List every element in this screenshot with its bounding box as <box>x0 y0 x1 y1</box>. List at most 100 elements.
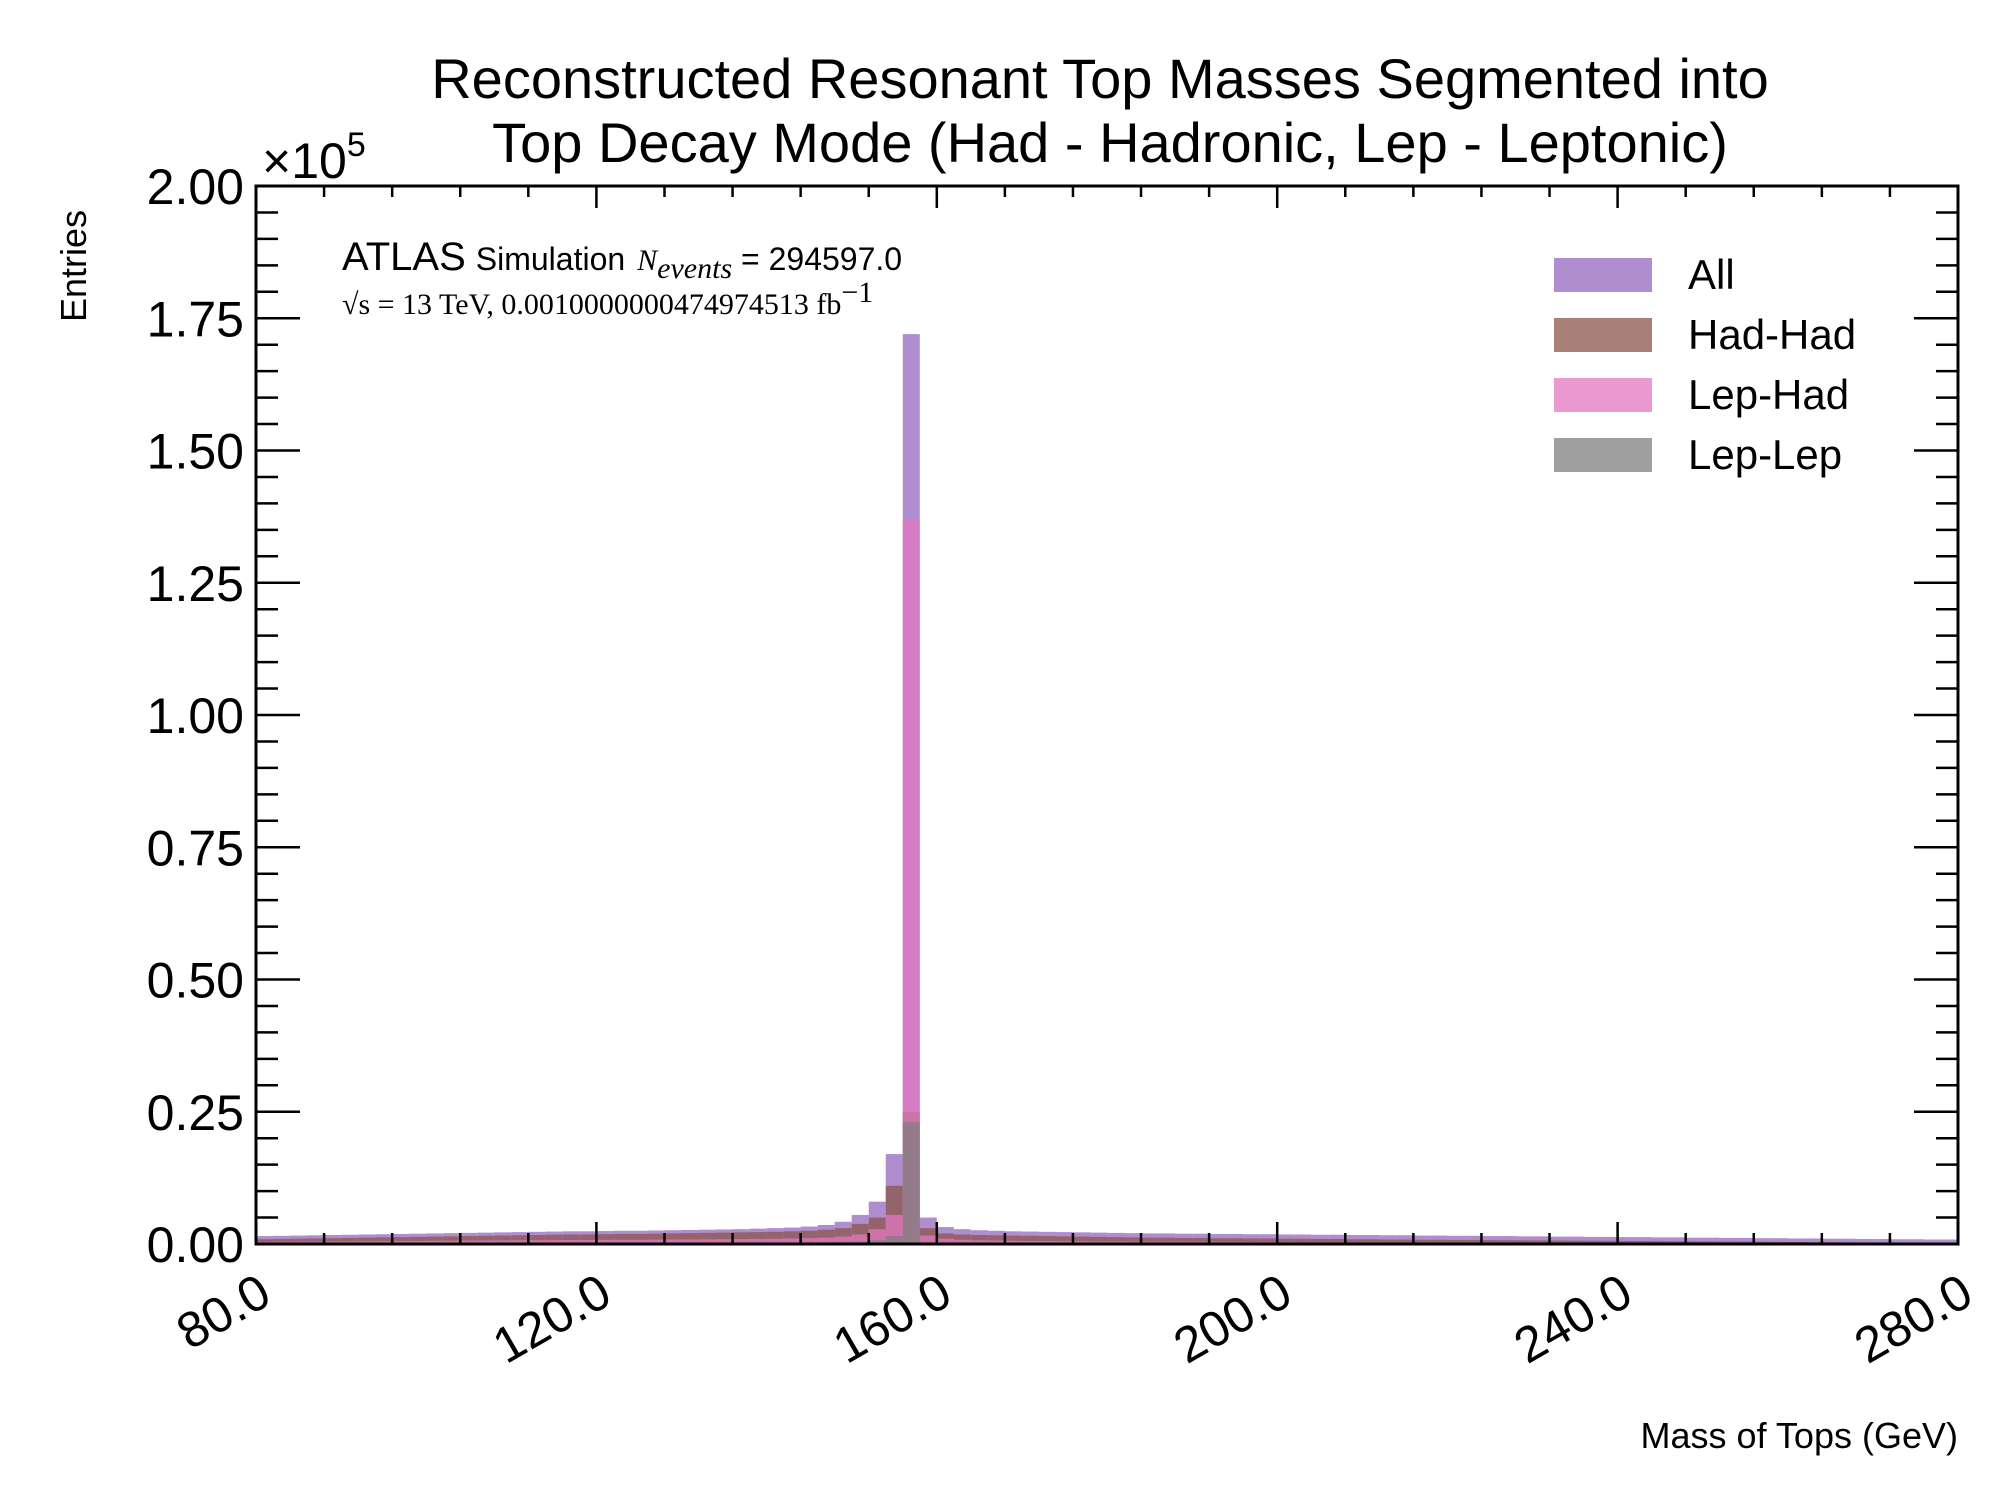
bar-had-had-29 <box>749 1232 767 1244</box>
bar-had-had-11 <box>443 1236 461 1244</box>
bar-lep-had-41 <box>953 1239 971 1244</box>
bar-had-had-72 <box>1481 1240 1499 1244</box>
bar-lep-had-27 <box>715 1239 733 1244</box>
bar-all-87 <box>1736 1237 1754 1244</box>
bar-lep-had-18 <box>562 1239 580 1244</box>
bar-had-had-53 <box>1158 1237 1176 1244</box>
bar-lep-lep-38 <box>902 1122 920 1244</box>
bar-lep-had-22 <box>630 1239 648 1244</box>
energy-label: √s = 13 TeV, 0.0010000000474974513 fb−1 <box>342 276 873 321</box>
bar-had-had-57 <box>1226 1238 1244 1244</box>
legend-label-all: All <box>1688 251 1735 298</box>
y-tick-label-1: 0.25 <box>147 1085 244 1141</box>
x-tick-label-0: 80.0 <box>167 1263 279 1360</box>
y-tick-label-6: 1.50 <box>147 424 244 480</box>
bar-had-had-75 <box>1532 1240 1550 1244</box>
bar-had-had-79 <box>1600 1240 1618 1244</box>
bar-all-80 <box>1617 1237 1635 1244</box>
bar-had-had-28 <box>732 1232 750 1244</box>
atlas-sub-text: Simulation <box>476 241 625 277</box>
bar-lep-had-11 <box>443 1240 461 1244</box>
bar-had-had-25 <box>681 1233 699 1244</box>
bar-had-had-46 <box>1038 1236 1056 1244</box>
bar-had-had-15 <box>511 1235 529 1244</box>
bar-all-99 <box>1940 1239 1958 1244</box>
legend: All Had-Had Lep-Had Lep-Lep <box>1554 251 1856 478</box>
bar-had-had-76 <box>1549 1240 1567 1244</box>
bar-had-had-27 <box>715 1232 733 1244</box>
bar-all-78 <box>1583 1236 1601 1244</box>
bar-had-had-17 <box>545 1234 563 1244</box>
bar-had-had-12 <box>460 1236 478 1244</box>
chart-title-line1: Reconstructed Resonant Top Masses Segmen… <box>431 47 1769 110</box>
bar-had-had-63 <box>1328 1238 1346 1244</box>
bar-all-92 <box>1821 1238 1839 1244</box>
legend-swatch-lep-had <box>1554 378 1652 412</box>
bar-lep-had-29 <box>749 1238 767 1244</box>
x-tick-label-3: 200.0 <box>1164 1263 1300 1374</box>
legend-swatch-lep-lep <box>1554 438 1652 472</box>
bar-had-had-21 <box>613 1233 631 1244</box>
bar-had-had-14 <box>494 1235 512 1244</box>
bar-had-had-59 <box>1260 1238 1278 1244</box>
bar-had-had-71 <box>1464 1239 1482 1244</box>
bar-lep-had-24 <box>664 1239 682 1244</box>
bar-all-74 <box>1515 1236 1533 1244</box>
bar-had-had-23 <box>647 1233 665 1244</box>
bar-all-95 <box>1872 1238 1890 1244</box>
x-tick-label-5: 280.0 <box>1845 1263 1981 1374</box>
bar-lep-had-43 <box>987 1240 1005 1244</box>
bar-all-71 <box>1464 1235 1482 1244</box>
nevents-value: = 294597.0 <box>732 241 902 277</box>
bar-all-81 <box>1634 1237 1652 1244</box>
bar-all-98 <box>1923 1239 1941 1244</box>
bar-had-had-80 <box>1617 1240 1635 1244</box>
bar-had-had-24 <box>664 1233 682 1244</box>
y-axis-multiplier: ×105 <box>262 126 366 189</box>
bar-had-had-2 <box>290 1238 308 1244</box>
bar-lep-had-33 <box>817 1237 835 1244</box>
bar-had-had-13 <box>477 1235 495 1244</box>
nevents-symbol: N <box>636 244 659 277</box>
bar-had-had-42 <box>970 1235 988 1244</box>
bar-had-had-66 <box>1379 1239 1397 1244</box>
bar-had-had-64 <box>1345 1239 1363 1244</box>
bar-lep-lep-37 <box>885 1236 903 1244</box>
bar-all-84 <box>1685 1237 1703 1244</box>
y-tick-labels: 0.00 0.25 0.50 0.75 1.00 1.25 1.50 1.75 2.00 <box>147 159 244 1273</box>
bar-all-75 <box>1532 1236 1550 1244</box>
bar-lep-had-42 <box>970 1240 988 1244</box>
nevents-subscript: events <box>657 252 732 285</box>
y-tick-label-0: 0.00 <box>147 1217 244 1273</box>
bar-lep-had-26 <box>698 1239 716 1244</box>
bar-had-had-69 <box>1430 1239 1448 1244</box>
bar-all-91 <box>1804 1238 1822 1244</box>
bar-had-had-70 <box>1447 1239 1465 1244</box>
bar-lep-had-38 <box>902 519 920 1244</box>
x-tick-labels: 80.0 120.0 160.0 200.0 240.0 280.0 <box>167 1263 1981 1374</box>
bar-had-had-19 <box>579 1234 597 1244</box>
energy-text: √s = 13 TeV, 0.0010000000474974513 fb <box>342 288 841 321</box>
bar-lep-had-32 <box>800 1238 818 1244</box>
bar-all-83 <box>1668 1237 1686 1244</box>
bar-had-had-43 <box>987 1235 1005 1244</box>
bar-had-had-78 <box>1583 1240 1601 1244</box>
legend-swatch-all <box>1554 258 1652 292</box>
bar-had-had-47 <box>1055 1236 1073 1244</box>
bar-had-had-48 <box>1072 1236 1090 1244</box>
bar-had-had-5 <box>341 1237 359 1244</box>
bar-had-had-60 <box>1277 1238 1295 1244</box>
bar-all-94 <box>1855 1238 1873 1244</box>
bar-lep-had-25 <box>681 1239 699 1244</box>
bar-lep-had-16 <box>528 1240 546 1244</box>
y-tick-label-4: 1.00 <box>147 688 244 744</box>
bar-all-73 <box>1498 1236 1516 1244</box>
bar-lep-had-9 <box>409 1240 427 1244</box>
bar-had-had-18 <box>562 1234 580 1244</box>
bar-lep-had-12 <box>460 1240 478 1244</box>
bar-had-had-1 <box>273 1238 291 1244</box>
bar-had-had-16 <box>528 1235 546 1244</box>
bar-lep-had-28 <box>732 1239 750 1244</box>
bar-had-had-8 <box>392 1237 410 1244</box>
